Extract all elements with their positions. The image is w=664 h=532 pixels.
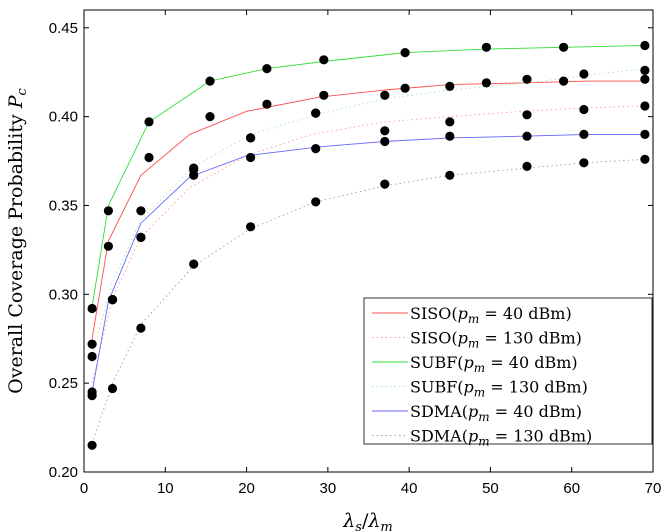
data-point-series-6 — [107, 383, 118, 394]
data-point-series-1 — [205, 112, 215, 122]
data-point-series-2 — [640, 101, 650, 111]
data-point-series-4 — [136, 206, 146, 216]
x-tick-label: 0 — [80, 480, 88, 497]
data-point-series-3 — [640, 40, 650, 51]
data-point-series-1 — [481, 78, 491, 88]
data-point-series-5 — [107, 295, 118, 305]
data-point-series-3 — [144, 117, 154, 127]
data-point-series-1 — [400, 83, 410, 93]
data-point-series-1 — [103, 241, 113, 251]
data-point-series-5 — [136, 232, 146, 242]
data-point-series-5 — [87, 387, 97, 397]
data-point-series-4 — [522, 74, 532, 84]
legend: SISO(pm = 40 dBm)SISO(pm = 130 dBm)SUBF(… — [363, 297, 653, 449]
x-tick-label: 60 — [563, 480, 580, 497]
data-point-series-4 — [189, 163, 199, 173]
data-point-series-1 — [262, 99, 272, 109]
data-point-series-2 — [445, 117, 455, 127]
data-point-series-4 — [640, 65, 650, 75]
data-point-series-4 — [87, 351, 97, 362]
data-point-series-3 — [205, 76, 215, 86]
legend-box — [363, 297, 653, 445]
data-point-series-4 — [311, 108, 321, 118]
data-point-series-6 — [136, 323, 146, 333]
data-point-series-3 — [103, 206, 113, 216]
data-point-series-3 — [319, 55, 329, 65]
x-tick-label: 50 — [482, 480, 499, 497]
x-tick-label: 30 — [320, 480, 337, 497]
x-axis-title: λs/λm — [342, 510, 393, 532]
x-tick-label: 70 — [645, 480, 662, 497]
data-point-series-6 — [522, 161, 532, 171]
data-point-series-1 — [87, 339, 97, 349]
y-axis-title: Overall Coverage Probability Pc — [5, 87, 30, 393]
data-point-series-4 — [380, 90, 390, 100]
y-tick-label: 0.35 — [49, 197, 78, 214]
y-tick-label: 0.40 — [49, 109, 78, 126]
data-point-series-6 — [311, 197, 321, 207]
data-point-series-1 — [559, 76, 569, 86]
legend-label: SDMA(pm = 130 dBm) — [410, 427, 592, 449]
legend-label: SISO(pm = 40 dBm) — [410, 304, 572, 326]
x-tick-label: 40 — [401, 480, 418, 497]
data-point-series-5 — [640, 129, 650, 139]
data-point-series-5 — [445, 131, 455, 141]
data-point-series-3 — [481, 42, 491, 52]
series-points — [87, 40, 650, 450]
legend-label: SUBF(pm = 40 dBm) — [410, 353, 578, 375]
data-point-series-2 — [522, 110, 532, 120]
legend-label: SUBF(pm = 130 dBm) — [410, 378, 588, 400]
data-point-series-4 — [445, 81, 455, 91]
data-point-series-1 — [640, 74, 650, 84]
data-point-series-6 — [246, 222, 256, 232]
x-tick-label: 10 — [157, 480, 174, 497]
svg-text:Overall Coverage Probability P: Overall Coverage Probability Pc — [5, 87, 30, 393]
data-point-series-6 — [445, 170, 455, 180]
data-point-series-5 — [311, 144, 321, 154]
data-point-series-1 — [319, 90, 329, 100]
data-point-series-5 — [522, 131, 532, 141]
data-point-series-5 — [246, 152, 256, 163]
y-tick-label: 0.20 — [49, 464, 78, 481]
data-point-series-3 — [262, 64, 272, 74]
data-point-series-4 — [579, 69, 589, 79]
y-tick-label: 0.25 — [49, 375, 78, 392]
y-tick-label: 0.45 — [49, 20, 78, 37]
data-point-series-6 — [87, 440, 97, 450]
data-point-series-5 — [579, 129, 589, 139]
data-point-series-1 — [144, 152, 154, 163]
axis-ticks: 0 10 20 30 40 50 60 70 0.20 0.25 0.30 0.35 0.40 0.45 — [49, 10, 662, 497]
data-point-series-6 — [640, 154, 650, 164]
data-point-series-6 — [380, 179, 390, 189]
data-point-series-5 — [189, 170, 199, 180]
data-point-series-3 — [400, 48, 410, 58]
series-line-3 — [91, 45, 645, 307]
data-point-series-4 — [246, 133, 256, 143]
data-point-series-6 — [189, 259, 199, 269]
data-point-series-2 — [579, 104, 589, 115]
x-tick-label: 20 — [238, 480, 255, 497]
data-point-series-3 — [559, 42, 569, 52]
legend-label: SISO(pm = 130 dBm) — [410, 329, 582, 351]
legend-label: SDMA(pm = 40 dBm) — [410, 402, 582, 424]
data-point-series-6 — [579, 158, 589, 168]
data-point-series-5 — [380, 136, 390, 147]
data-point-series-2 — [380, 126, 390, 136]
data-point-series-3 — [87, 303, 97, 314]
svg-text:λs/λm: λs/λm — [342, 510, 393, 532]
y-tick-label: 0.30 — [49, 286, 78, 303]
